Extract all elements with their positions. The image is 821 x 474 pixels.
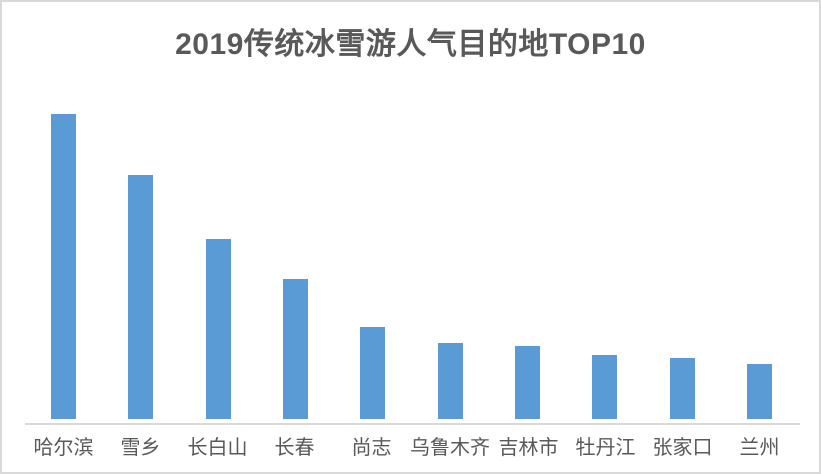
bar-2 bbox=[128, 175, 154, 419]
bar-slot-3 bbox=[180, 114, 257, 419]
bar-slot-1 bbox=[25, 114, 102, 419]
chart-title: 2019传统冰雪游人气目的地TOP10 bbox=[175, 28, 646, 61]
bar-8 bbox=[592, 355, 618, 419]
bar-3 bbox=[205, 239, 231, 419]
x-axis-label-4: 长春 bbox=[274, 437, 315, 459]
bar-slot-6 bbox=[411, 114, 488, 419]
x-axis-label-2: 雪乡 bbox=[120, 437, 161, 459]
x-axis-label-8: 牡丹江 bbox=[575, 437, 636, 459]
bar-slot-7 bbox=[489, 114, 566, 419]
bar-slot-4 bbox=[257, 114, 334, 419]
x-axis-label-6: 乌鲁木齐 bbox=[410, 437, 490, 459]
bar-1 bbox=[51, 114, 77, 419]
bar-4 bbox=[283, 279, 309, 419]
bar-9 bbox=[669, 358, 695, 419]
bar-slot-8 bbox=[566, 114, 643, 419]
x-axis-line bbox=[25, 423, 800, 425]
x-axis-labels: 哈尔滨 雪乡 长白山 长春 尚志 乌鲁木齐 吉林市 牡丹江 张家口 兰州 bbox=[25, 436, 798, 460]
bars-row bbox=[25, 114, 798, 419]
x-axis-label-9: 张家口 bbox=[652, 437, 713, 459]
x-axis-label-1: 哈尔滨 bbox=[33, 437, 94, 459]
bar-10 bbox=[746, 364, 772, 419]
bar-slot-5 bbox=[334, 114, 411, 419]
bar-7 bbox=[514, 346, 540, 419]
x-axis-label-7: 吉林市 bbox=[498, 437, 559, 459]
bar-slot-2 bbox=[102, 114, 179, 419]
bar-5 bbox=[360, 327, 386, 419]
bar-slot-9 bbox=[643, 114, 720, 419]
bar-slot-10 bbox=[721, 114, 798, 419]
x-axis-label-3: 长白山 bbox=[187, 437, 248, 459]
x-axis-label-10: 兰州 bbox=[739, 437, 780, 459]
bar-6 bbox=[437, 343, 463, 419]
x-axis-label-5: 尚志 bbox=[351, 437, 392, 459]
